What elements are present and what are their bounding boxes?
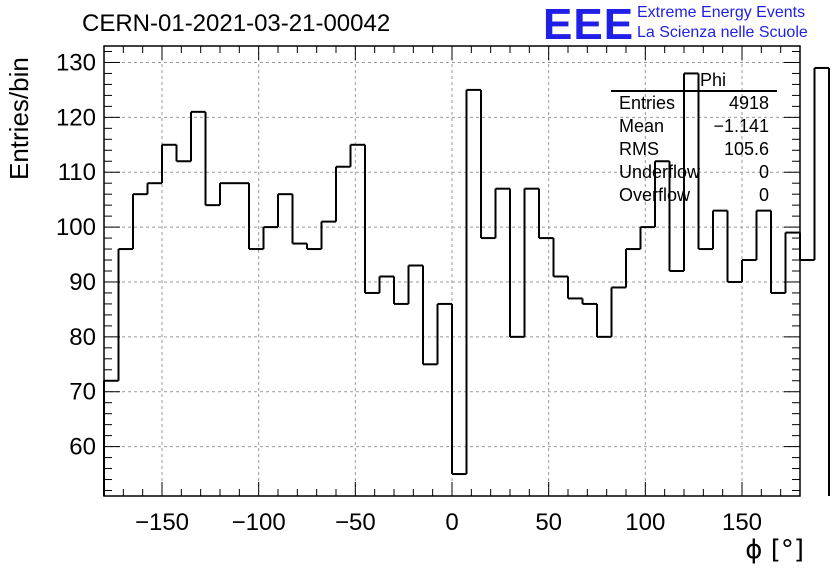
stats-label: Mean: [619, 116, 665, 136]
y-tick-label: 100: [56, 214, 96, 241]
histogram-bin: [335, 165, 351, 222]
histogram-bin: [509, 188, 525, 338]
histogram-bin: [538, 188, 554, 240]
y-tick-label: 110: [58, 159, 96, 186]
logo-line-2: La Scienza nelle Scuole: [637, 24, 808, 41]
histogram-bin: [494, 187, 510, 239]
histogram-bin: [741, 259, 757, 282]
x-tick-label: −100: [232, 509, 286, 536]
histogram-bin: [683, 72, 699, 271]
x-tick-label: −150: [135, 509, 189, 536]
histogram-bin: [262, 226, 278, 250]
histogram-bin: [465, 88, 481, 475]
y-tick-label: 80: [69, 324, 96, 351]
histogram-bin: [697, 73, 713, 251]
histogram-bin: [480, 89, 496, 240]
stats-row: Mean −1.141: [611, 115, 777, 138]
histogram-bin: [552, 238, 568, 278]
histogram-bin: [799, 232, 815, 262]
x-axis-label: ϕ [°]: [745, 535, 804, 565]
logo-line-1: Extreme Energy Events: [637, 4, 806, 21]
histogram-bin: [175, 144, 191, 163]
chart-title: CERN-01-2021-03-21-00042: [82, 10, 391, 37]
histogram-bin: [117, 248, 133, 381]
histogram-bin: [407, 264, 423, 304]
y-tick-label: 120: [56, 104, 96, 131]
histogram-bin: [581, 298, 597, 305]
stats-row: Overflow 0: [611, 184, 777, 207]
y-tick-label: 70: [69, 379, 96, 406]
stats-label: RMS: [619, 139, 659, 159]
stats-value: 105.6: [723, 139, 769, 159]
stats-box-name: Phi: [611, 70, 777, 92]
histogram-bin: [320, 220, 336, 250]
stats-value: 0: [758, 162, 769, 182]
histogram-bin: [103, 379, 119, 496]
x-tick-label: 50: [535, 509, 562, 536]
stats-label: Overflow: [619, 185, 691, 205]
histogram-bin: [277, 193, 293, 228]
histogram-bin: [146, 182, 162, 195]
histogram-bin: [639, 226, 655, 250]
stats-value: −1.141: [713, 116, 769, 136]
stats-row: Underflow 0: [611, 161, 777, 184]
histogram-bin: [610, 286, 626, 337]
histogram-bin: [596, 303, 612, 338]
histogram-bin: [161, 143, 177, 184]
histogram-bin: [770, 210, 786, 294]
x-tick-label: 150: [722, 509, 762, 536]
histogram-bin: [204, 111, 220, 207]
stats-box: Phi Entries 4918 Mean −1.141 RMS 105.6 U…: [611, 70, 777, 207]
histogram-bin: [364, 144, 380, 294]
histogram-bin: [349, 143, 365, 167]
histogram-bin: [625, 248, 641, 288]
stats-label: Entries: [619, 93, 676, 113]
stats-label: Underflow: [619, 162, 701, 182]
histogram-bin: [378, 275, 394, 293]
histogram-bin: [451, 303, 467, 476]
eee-logo: EEE: [543, 0, 635, 49]
x-tick-label: −50: [335, 509, 376, 536]
stats-value: 0: [758, 185, 769, 205]
y-tick-label: 90: [69, 269, 96, 296]
y-tick-label: 130: [56, 49, 96, 76]
histogram-bin: [755, 209, 771, 261]
stats-value: 4918: [728, 93, 769, 113]
histogram-bin: [248, 183, 264, 251]
histogram-bin: [132, 193, 148, 250]
histogram-bin: [712, 209, 728, 250]
histogram-bin: [813, 66, 830, 496]
x-axis-ticks: −150 −100 −50 0 50 100 150: [122, 46, 801, 536]
histogram-bin: [190, 110, 206, 162]
histogram-bin: [306, 243, 322, 251]
histogram-bin: [523, 187, 539, 337]
histogram-bin: [291, 194, 307, 245]
histogram-bin: [219, 182, 235, 206]
histogram-bin: [668, 161, 684, 272]
y-tick-label: 60: [69, 434, 96, 461]
histogram-bin: [654, 160, 670, 228]
histogram-bin: [567, 276, 583, 300]
x-tick-label: 0: [445, 509, 458, 536]
histogram-bin: [436, 302, 452, 365]
y-axis-ticks: 60 70 80 90 100 110 120 130: [56, 49, 800, 492]
histogram-bin: [422, 265, 438, 366]
histogram-bin: [784, 231, 800, 293]
histogram-bin: [393, 276, 409, 305]
stats-row: RMS 105.6: [611, 138, 777, 161]
x-tick-label: 100: [625, 509, 665, 536]
stats-row: Entries 4918: [611, 92, 777, 115]
y-axis-label: Entries/bin: [4, 57, 34, 180]
histogram-bin: [726, 210, 742, 283]
